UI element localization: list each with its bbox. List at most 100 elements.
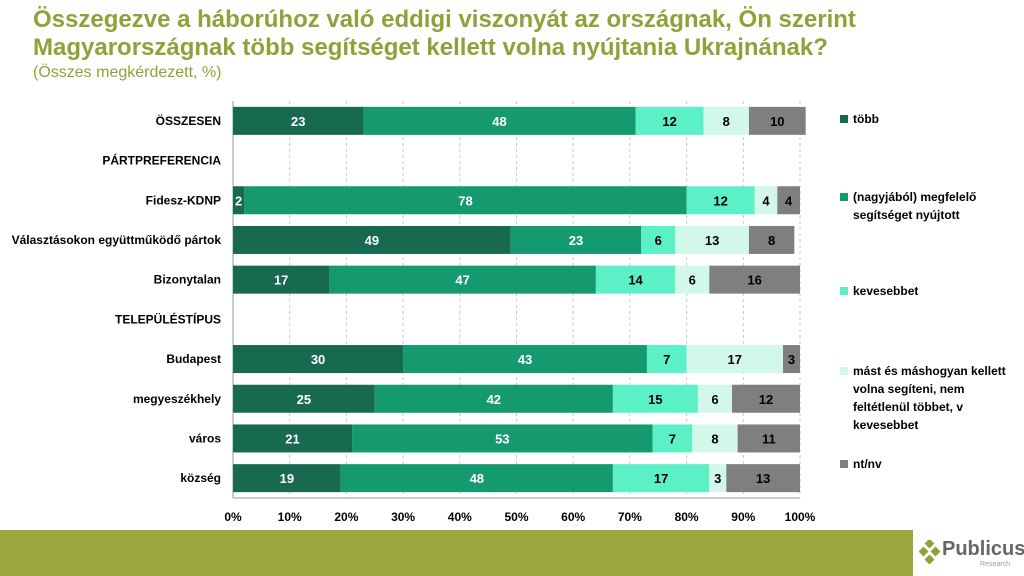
x-tick-label: 80%	[675, 510, 699, 524]
data-label: 7	[669, 431, 676, 446]
data-label: 53	[495, 431, 509, 446]
bar-segment	[686, 186, 755, 215]
legend-item: kevesebbet	[840, 282, 1023, 300]
data-label: 3	[788, 352, 795, 367]
data-label: 8	[723, 114, 730, 129]
category-label: megyeszékhely	[133, 392, 221, 406]
legend-swatch	[840, 193, 848, 201]
data-label: 21	[285, 431, 299, 446]
bar-segment	[777, 186, 800, 215]
bar-segment	[233, 384, 375, 413]
bar-segment	[686, 345, 783, 374]
logo-text: Publicus	[942, 538, 1024, 560]
data-label: 23	[569, 233, 583, 248]
data-label: 8	[768, 233, 775, 248]
category-label: Fidesz-KDNP	[146, 193, 221, 207]
category-label: Bizonytalan	[154, 273, 221, 287]
data-label: 78	[458, 193, 472, 208]
category-label: PÁRTPREFERENCIA	[102, 153, 221, 168]
x-tick-label: 90%	[731, 510, 755, 524]
bar-segment	[635, 106, 704, 135]
bar-segment	[233, 106, 364, 135]
data-label: 6	[655, 233, 662, 248]
publicus-logo: Publicus Research	[918, 536, 1024, 576]
bar-segment	[329, 265, 596, 294]
data-label: 23	[291, 114, 305, 129]
x-tick-label: 70%	[618, 510, 642, 524]
x-tick-label: 10%	[278, 510, 302, 524]
category-label: ÖSSZESEN	[156, 113, 221, 128]
legend-label: (nagyjából) megfelelő segítséget nyújtot…	[853, 190, 977, 222]
legend-label: több	[853, 112, 879, 126]
bar-segment	[595, 265, 676, 294]
x-tick-label: 0%	[224, 510, 242, 524]
x-tick-label: 20%	[334, 510, 358, 524]
data-label: 48	[492, 114, 506, 129]
bar-segment	[233, 345, 404, 374]
legend-item: mást és máshogyan kellett volna segíteni…	[840, 362, 1023, 434]
bar-segment	[244, 186, 687, 215]
data-label: 12	[662, 114, 676, 129]
bar-segment	[692, 424, 738, 453]
data-label: 13	[705, 233, 719, 248]
bar-segment	[782, 345, 800, 374]
bar-segment	[726, 464, 800, 493]
x-tick-label: 100%	[785, 510, 816, 524]
category-label: TELEPÜLÉSTÍPUS	[115, 311, 221, 326]
data-label: 4	[762, 193, 770, 208]
bar-segment	[646, 345, 687, 374]
bar-segment	[703, 106, 749, 135]
legend-label: mást és máshogyan kellett volna segíteni…	[853, 364, 1006, 432]
data-label: 6	[689, 273, 696, 288]
bar-segment	[340, 464, 613, 493]
category-label: város	[189, 431, 221, 445]
legend-swatch	[840, 460, 848, 468]
bar-segment	[748, 106, 806, 135]
bar-segment	[731, 384, 800, 413]
data-label: 12	[713, 193, 727, 208]
bar-segment	[697, 384, 732, 413]
legend-item: (nagyjából) megfelelő segítséget nyújtot…	[840, 188, 1023, 224]
bar-segment	[233, 186, 245, 215]
data-label: 2	[235, 193, 242, 208]
data-label: 49	[365, 233, 379, 248]
x-tick-label: 60%	[561, 510, 585, 524]
data-label: 14	[628, 273, 643, 288]
category-label: Választásokon együttműködő pártok	[12, 233, 222, 247]
bar-segment	[510, 225, 642, 254]
bar-segment	[403, 345, 647, 374]
bar-segment	[352, 424, 653, 453]
data-label: 17	[728, 352, 742, 367]
chart-title: Összegezve a háborúhoz való eddigi viszo…	[33, 6, 856, 61]
stacked-bar-chart: 0% 10% 20% 30% 40% 50% 60% 70% 80% 90% 100% ÖSSZESE…	[12, 101, 816, 524]
bar-segment	[748, 225, 795, 254]
bar-segment	[612, 384, 698, 413]
data-label: 3	[714, 471, 721, 486]
logo-sub: Research	[980, 561, 1010, 568]
data-label: 47	[455, 273, 469, 288]
legend-label: nt/nv	[853, 457, 882, 471]
bar-segment	[737, 424, 800, 453]
logo-diamond-icon	[918, 540, 941, 565]
data-label: 13	[756, 471, 770, 486]
bar-segment	[612, 464, 710, 493]
bar-segment	[675, 225, 749, 254]
data-label: 10	[770, 114, 784, 129]
data-label: 4	[785, 193, 793, 208]
legend-item: nt/nv	[840, 455, 1023, 473]
data-label: 25	[297, 392, 311, 407]
category-label: Budapest	[166, 352, 221, 366]
legend-item: több	[840, 110, 1023, 128]
bar-segment	[233, 225, 511, 254]
legend-swatch	[840, 287, 848, 295]
category-label: község	[180, 471, 221, 485]
data-label: 30	[311, 352, 325, 367]
data-label: 15	[648, 392, 662, 407]
legend-swatch	[840, 367, 848, 375]
bar-segment	[652, 424, 693, 453]
bar-segment	[675, 265, 710, 294]
data-label: 16	[747, 273, 761, 288]
data-label: 12	[759, 392, 773, 407]
bar-segment	[709, 464, 727, 493]
data-label: 42	[487, 392, 501, 407]
